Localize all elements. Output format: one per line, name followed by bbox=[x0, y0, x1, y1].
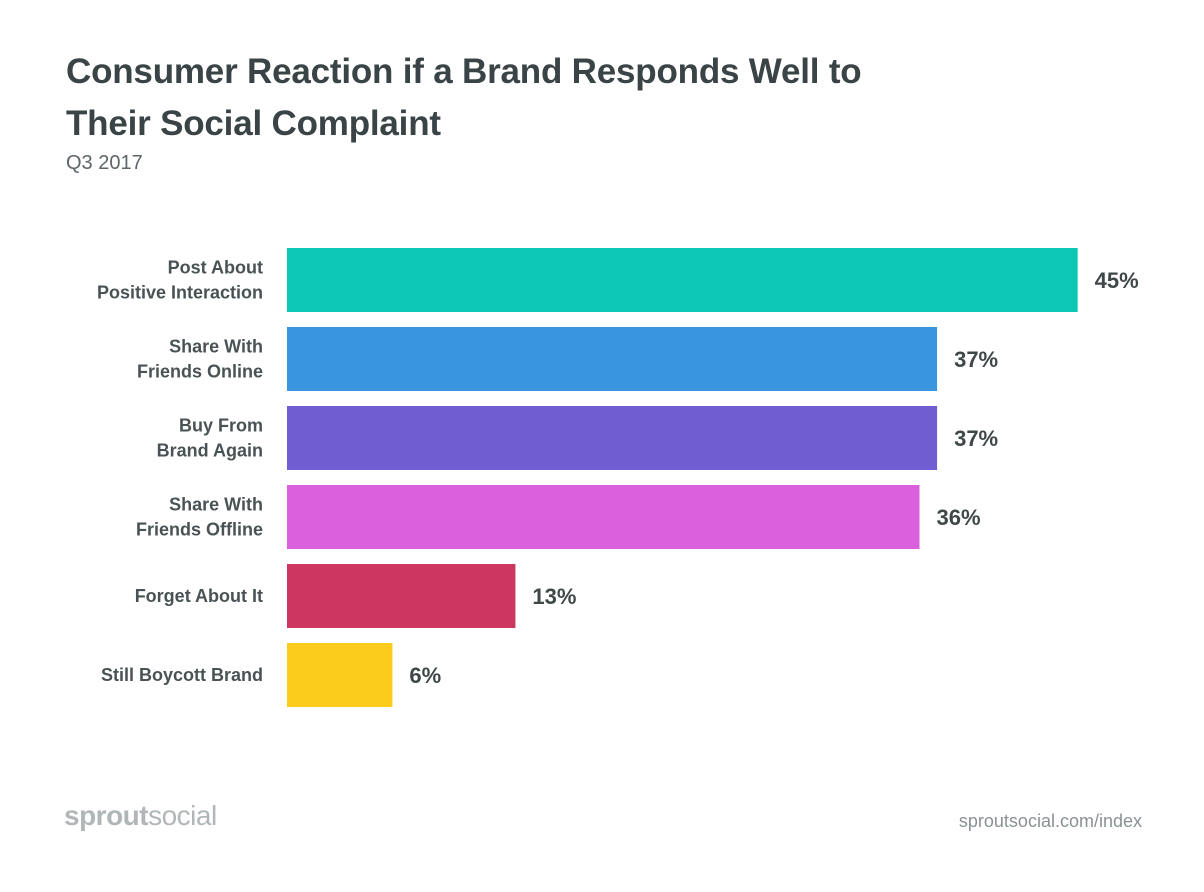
value-label-5: 6% bbox=[409, 663, 441, 688]
category-label-3-line-1: Friends Offline bbox=[136, 520, 263, 540]
chart-title: Consumer Reaction if a Brand Responds We… bbox=[66, 46, 1066, 150]
logo-text-light: social bbox=[148, 800, 217, 831]
category-label-2-line-1: Brand Again bbox=[157, 441, 263, 461]
value-label-0: 45% bbox=[1095, 268, 1139, 293]
category-label-0-line-1: Positive Interaction bbox=[97, 283, 263, 303]
bar-0 bbox=[287, 248, 1078, 312]
category-label-5-line-0: Still Boycott Brand bbox=[101, 665, 263, 685]
chart-title-line-2: Their Social Complaint bbox=[66, 104, 441, 143]
value-label-1: 37% bbox=[954, 347, 998, 372]
category-label-3-line-0: Share With bbox=[169, 495, 263, 515]
chart-subtitle: Q3 2017 bbox=[66, 152, 143, 174]
chart-title-line-1: Consumer Reaction if a Brand Responds We… bbox=[66, 52, 862, 91]
sproutsocial-logo: sproutsocial bbox=[64, 800, 217, 832]
bar-1 bbox=[287, 327, 938, 391]
bar-2 bbox=[287, 406, 938, 470]
bar-4 bbox=[287, 564, 516, 628]
category-label-0-line-0: Post About bbox=[168, 258, 263, 278]
category-label-1-line-0: Share With bbox=[169, 337, 263, 357]
category-label-1-line-1: Friends Online bbox=[137, 362, 263, 382]
footer-url: sproutsocial.com/index bbox=[958, 811, 1142, 831]
bar-5 bbox=[287, 643, 393, 707]
logo-text-bold: sprout bbox=[64, 800, 149, 831]
category-label-4-line-0: Forget About It bbox=[135, 586, 263, 606]
value-label-2: 37% bbox=[954, 426, 998, 451]
value-label-3: 36% bbox=[937, 505, 981, 530]
category-label-2-line-0: Buy From bbox=[179, 416, 263, 436]
bar-3 bbox=[287, 485, 920, 549]
value-label-4: 13% bbox=[532, 584, 576, 609]
